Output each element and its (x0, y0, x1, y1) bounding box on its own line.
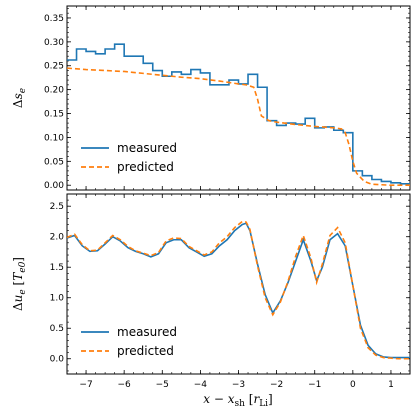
y-tick-label: 0.30 (44, 38, 64, 48)
y-tick-label: 0.15 (44, 110, 64, 120)
top-panel: 0.00 0.05 0.10 0.15 0.20 0.25 0.30 0.35 measured… (11, 5, 411, 191)
bottom-panel: 0.0 0.5 1.0 1.5 2.0 2.5 −7 −6 −5 −4 −3 −2 −1 0 1 measur… (11, 193, 411, 409)
y-tick-label: 0.00 (44, 181, 64, 191)
x-tick-label: −3 (232, 380, 245, 390)
y-tick-label: 0.20 (44, 86, 64, 96)
y-tick-label: 0.10 (44, 133, 64, 143)
y-tick-label: 0.5 (50, 324, 64, 334)
y-tick-label: 2.0 (50, 233, 65, 243)
series-line-predicted (67, 220, 410, 360)
legend-label-predicted: predicted (117, 344, 174, 358)
x-tick-label: −4 (194, 380, 208, 390)
y-tick-label: 1.0 (50, 294, 65, 304)
y-tick-label: 1.5 (50, 263, 64, 273)
x-tick-label: −7 (79, 380, 92, 390)
y-axis-label-top: Δse (11, 88, 28, 108)
legend-label-measured: measured (117, 325, 177, 339)
x-tick-label: −6 (118, 380, 132, 390)
y-tick-label: 0.0 (50, 355, 65, 365)
x-tick-label: −1 (308, 380, 321, 390)
legend-label-predicted: predicted (117, 160, 174, 174)
x-tick-label: 0 (350, 380, 356, 390)
legend-label-measured: measured (117, 141, 177, 155)
y-tick-label: 2.5 (50, 202, 64, 212)
x-tick-label: 1 (388, 380, 394, 390)
x-axis-label: x − xsh [rLi] (203, 392, 272, 409)
series-line-predicted (67, 67, 410, 187)
x-tick-label: −2 (270, 380, 283, 390)
y-tick-label: 0.05 (44, 157, 64, 167)
y-tick-label: 0.25 (44, 62, 64, 72)
series-line-measured (67, 222, 410, 359)
y-axis-label-bottom: Δue [Te0] (11, 257, 28, 311)
y-tick-label: 0.35 (44, 14, 64, 24)
x-tick-label: −5 (156, 380, 169, 390)
